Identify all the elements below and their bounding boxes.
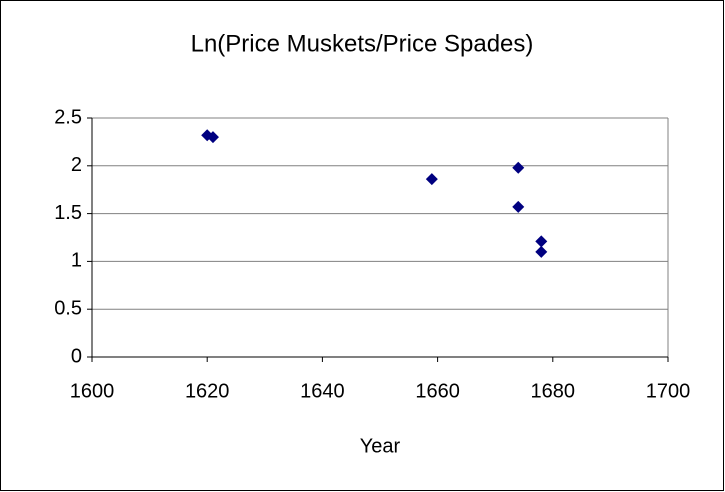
chart-title: Ln(Price Muskets/Price Spades) <box>191 30 534 57</box>
data-point <box>425 173 438 186</box>
data-point <box>512 200 525 213</box>
y-tick-label: 1 <box>71 250 82 272</box>
y-tick-label: 0 <box>71 345 82 367</box>
y-tick-label: 0.5 <box>54 297 82 319</box>
data-point <box>535 235 548 248</box>
y-tick-label: 1.5 <box>54 202 82 224</box>
x-tick-label: 1700 <box>646 380 691 402</box>
y-tick-label: 2 <box>71 154 82 176</box>
data-point <box>512 161 525 174</box>
x-tick-label: 1600 <box>70 380 115 402</box>
x-tick-label: 1660 <box>415 380 460 402</box>
x-tick-label: 1680 <box>531 380 576 402</box>
x-tick-label: 1620 <box>185 380 230 402</box>
x-axis-label: Year <box>360 435 401 457</box>
data-point <box>206 131 219 144</box>
x-tick-label: 1640 <box>300 380 345 402</box>
y-tick-label: 2.5 <box>54 106 82 128</box>
data-point <box>535 245 548 258</box>
